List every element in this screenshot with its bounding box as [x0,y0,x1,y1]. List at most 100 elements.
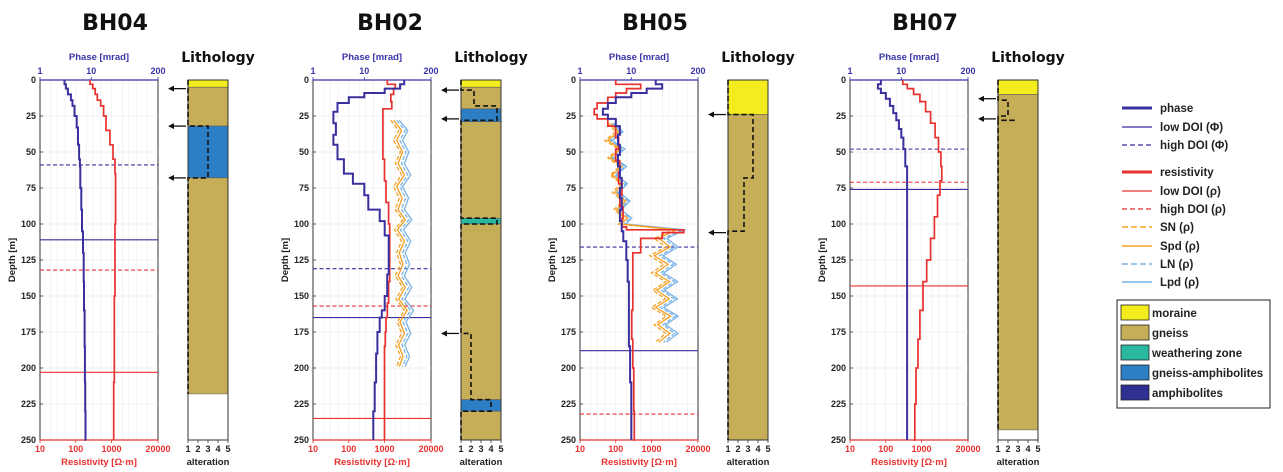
phase-axis-tick-label: 10 [626,66,636,76]
alteration-tick-label: 4 [755,444,760,454]
boundary-arrow-head [978,115,984,122]
legend-label-high-doi-phi: high DOI (Φ) [1160,140,1228,152]
depth-tick-label: 25 [566,111,576,121]
legend-entry-low-doi-rho: low DOI (ρ) [1122,186,1221,198]
series-phase [876,80,909,440]
depth-tick-label: 250 [21,435,36,445]
lithology-column: 1 2 3 4 5 alteration [725,79,771,468]
phase-axis-tick-label: 200 [423,66,438,76]
depth-tick-label: 75 [836,183,846,193]
depth-tick-label: 150 [21,291,36,301]
series-spd [393,119,408,367]
phase-axis-tick-label: 1 [577,66,582,76]
depth-tick-label: 0 [304,75,309,85]
boundary-arrow-head [441,87,447,94]
depth-tick-label: 25 [836,111,846,121]
depth-tick-label: 100 [831,219,846,229]
depth-tick-label: 25 [26,111,36,121]
alteration-axis-label: alteration [997,457,1040,468]
lithology-layer-weathering-zone [460,217,502,225]
depth-tick-label: 175 [831,327,846,337]
legend-label-resistivity: resistivity [1160,167,1214,179]
alteration-axis-label: alteration [460,457,503,468]
phase-axis-tick-label: 10 [86,66,96,76]
depth-tick-label: 75 [566,183,576,193]
alteration-tick-label: 4 [215,444,220,454]
phase-axis-label: Phase [mrad] [879,52,939,63]
series-resistivity [89,80,117,440]
series-ln [396,119,412,367]
resistivity-axis-tick-label: 10 [308,444,318,454]
legend-label-ln: LN (ρ) [1160,259,1193,271]
lithology-title: Lithology [454,50,528,66]
lithology-layer-moraine [727,79,769,115]
resistivity-axis-tick-label: 20000 [685,444,710,454]
lithology-layer-gneiss [460,223,502,400]
legend-entry-spd: Spd (ρ) [1122,241,1200,253]
depth-tick-label: 250 [831,435,846,445]
depth-tick-label: 100 [294,219,309,229]
depth-tick-label: 200 [831,363,846,373]
lithology-layer-gneiss [460,121,502,219]
depth-tick-label: 250 [561,435,576,445]
lithology-column: 1 2 3 4 5 alteration [995,79,1041,468]
boundary-arrow-head [708,111,714,118]
depth-tick-label: 150 [561,291,576,301]
lithology-layer-gneiss [187,177,229,395]
alteration-tick-label: 4 [488,444,493,454]
phase-axis-label: Phase [mrad] [609,52,669,63]
depth-tick-label: 125 [294,255,309,265]
legend-label-high-doi-rho: high DOI (ρ) [1160,204,1226,216]
panel-bh07: BH07Lithology025507510012515017520022525… [817,11,1065,468]
panel-bh04: BH04Lithology025507510012515017520022525… [7,11,255,468]
lithology-legend-entry-gneiss: gneiss [1120,324,1188,341]
resistivity-axis-tick-label: 100 [341,444,356,454]
legend-label-low-doi-phi: low DOI (Φ) [1160,122,1223,134]
alteration-tick-label: 5 [1035,444,1040,454]
lithology-title: Lithology [181,50,255,66]
lithology-layer-gneiss [187,86,229,127]
lithology-column: 1 2 3 4 5 alteration [458,79,504,468]
depth-tick-label: 100 [21,219,36,229]
alteration-tick-label: 3 [1015,444,1020,454]
depth-tick-label: 25 [299,111,309,121]
resistivity-axis-label: Resistivity [Ω·m] [871,457,947,468]
legend-label-lpd: Lpd (ρ) [1160,277,1199,289]
depth-tick-label: 0 [841,75,846,85]
legend-entry-resistivity: resistivity [1122,167,1214,179]
lithology-legend-entry-amphibolites: amphibolites [1120,384,1223,401]
lithology-swatch-weathering-zone [1120,344,1150,361]
alteration-tick-label: 1 [725,444,730,454]
depth-axis-label: Depth [m] [817,238,828,282]
legend-label-low-doi-rho: low DOI (ρ) [1160,186,1221,198]
alteration-tick-label: 2 [735,444,740,454]
phase-axis-tick-label: 200 [960,66,975,76]
depth-tick-label: 75 [299,183,309,193]
alteration-tick-label: 1 [185,444,190,454]
resistivity-axis-tick-label: 1000 [641,444,661,454]
depth-tick-label: 125 [21,255,36,265]
series-sn [390,119,406,367]
depth-tick-label: 0 [31,75,36,85]
depth-axis-label: Depth [m] [7,238,18,282]
lithology-label-gneiss-amphibolites: gneiss-amphibolites [1152,368,1263,380]
legend-label-sn: SN (ρ) [1160,222,1194,234]
boundary-arrow-head [978,95,984,102]
alteration-line [187,80,209,394]
resistivity-axis-tick-label: 20000 [418,444,443,454]
lithology-swatch-amphibolites [1120,384,1150,401]
lithology-label-weathering-zone: weathering zone [1151,348,1242,360]
borehole-title: BH02 [357,11,423,36]
resistivity-axis-tick-label: 10 [575,444,585,454]
resistivity-axis-tick-label: 20000 [955,444,980,454]
depth-tick-label: 175 [21,327,36,337]
lithology-layer-gneiss-amphibolites [460,399,502,412]
resistivity-axis-tick-label: 20000 [145,444,170,454]
depth-tick-label: 175 [561,327,576,337]
alteration-tick-label: 3 [205,444,210,454]
boundary-arrow-head [168,174,174,181]
lithology-layer-moraine [997,79,1039,95]
legend-entry-sn: SN (ρ) [1122,222,1194,234]
lithology-swatch-gneiss [1120,324,1150,341]
